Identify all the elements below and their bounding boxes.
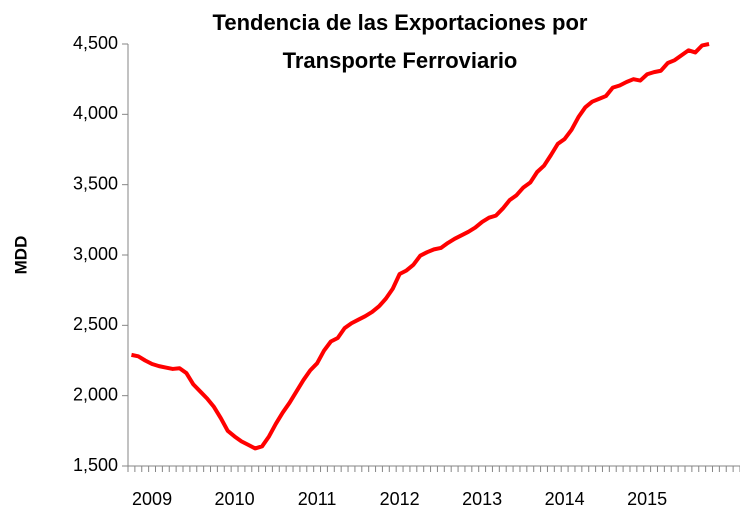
x-tick-label: 2012 xyxy=(380,489,420,509)
chart-title: Tendencia de las Exportaciones por xyxy=(213,10,588,35)
y-tick-label: 4,500 xyxy=(73,33,118,53)
x-tick-label: 2015 xyxy=(627,489,667,509)
y-tick-label: 1,500 xyxy=(73,455,118,475)
y-tick-label: 4,000 xyxy=(73,103,118,123)
data-line xyxy=(131,42,710,451)
y-tick-label: 2,000 xyxy=(73,384,118,404)
y-axis-label: MDD xyxy=(11,236,30,275)
chart-title: Transporte Ferroviario xyxy=(283,48,518,73)
x-tick-label: 2013 xyxy=(462,489,502,509)
x-tick-label: 2011 xyxy=(298,489,337,509)
x-tick-label: 2014 xyxy=(545,489,585,509)
y-tick-label: 2,500 xyxy=(73,314,118,334)
y-tick-label: 3,500 xyxy=(73,173,118,193)
y-tick-label: 3,000 xyxy=(73,244,118,264)
x-tick-label: 2010 xyxy=(215,489,255,509)
x-tick-label: 2009 xyxy=(132,489,172,509)
